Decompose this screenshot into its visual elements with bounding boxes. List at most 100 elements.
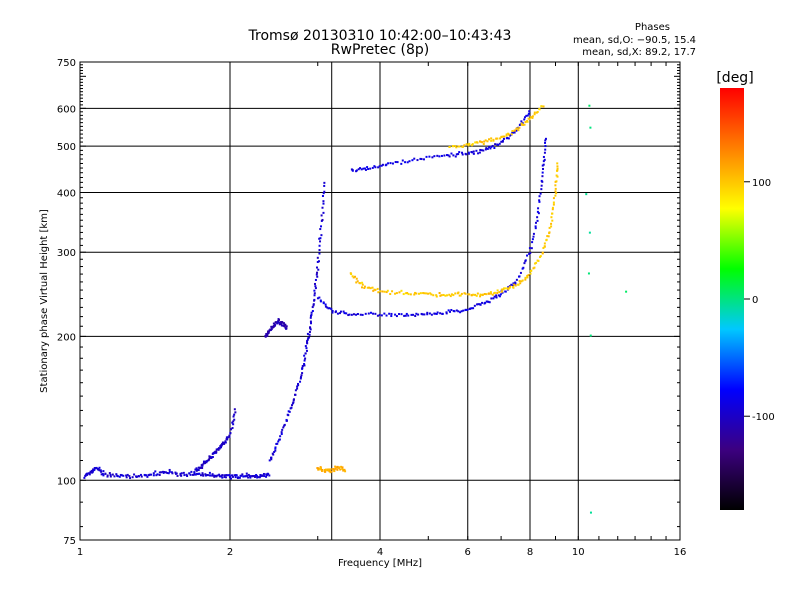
data-point	[336, 468, 339, 471]
data-point	[510, 283, 513, 286]
data-point	[407, 314, 410, 317]
data-point	[244, 475, 247, 478]
data-point	[317, 467, 320, 470]
y-tick-label: 75	[63, 536, 76, 547]
data-point	[479, 293, 482, 296]
data-point	[336, 312, 339, 315]
data-point	[547, 235, 550, 238]
data-point	[156, 473, 159, 476]
data-point	[287, 414, 290, 417]
data-point	[469, 307, 472, 310]
data-point	[500, 135, 503, 138]
data-point	[369, 311, 372, 314]
data-point	[385, 291, 388, 294]
data-point	[106, 474, 109, 477]
y-axis-label: Stationary phase Virtual Height [km]	[39, 209, 50, 393]
data-point	[492, 138, 495, 141]
data-point	[491, 293, 494, 296]
data-point	[536, 216, 539, 219]
data-point	[526, 274, 529, 277]
data-point	[247, 473, 250, 476]
data-point	[109, 475, 112, 478]
data-point	[158, 473, 161, 476]
data-point	[548, 232, 551, 235]
data-point	[232, 423, 235, 426]
data-point	[356, 313, 359, 316]
data-point	[125, 476, 128, 479]
data-point	[318, 244, 321, 247]
data-point	[316, 297, 319, 300]
data-point	[332, 468, 335, 471]
data-point	[484, 301, 487, 304]
data-point	[466, 308, 469, 311]
data-point	[441, 312, 444, 315]
data-point	[201, 472, 204, 475]
data-point	[534, 221, 537, 224]
data-point	[513, 131, 516, 134]
data-point	[101, 472, 104, 475]
data-point	[278, 323, 281, 326]
data-point	[249, 476, 252, 479]
data-point	[294, 389, 297, 392]
data-point	[213, 474, 216, 477]
colorbar-tick-label: -100	[752, 412, 775, 423]
data-point	[279, 321, 282, 324]
data-point	[428, 155, 431, 158]
data-point	[476, 141, 479, 144]
data-point	[350, 273, 353, 276]
data-point	[322, 211, 325, 214]
data-point	[535, 261, 538, 264]
data-point	[316, 260, 319, 263]
data-point	[310, 313, 313, 316]
data-point	[438, 292, 441, 295]
data-point	[512, 286, 515, 289]
y-tick-label: 100	[57, 476, 76, 487]
data-point	[374, 166, 377, 169]
data-point	[360, 168, 363, 171]
data-point	[240, 474, 243, 477]
data-point	[272, 322, 275, 325]
data-point	[552, 203, 555, 206]
data-point	[102, 470, 105, 473]
data-point	[180, 472, 183, 475]
data-point	[556, 162, 559, 165]
data-point	[442, 293, 445, 296]
data-point	[83, 476, 86, 479]
data-point	[521, 279, 524, 282]
data-point	[509, 285, 512, 288]
data-point	[281, 428, 284, 431]
data-point	[224, 440, 227, 443]
data-point	[267, 331, 270, 334]
data-point	[230, 477, 233, 480]
data-point	[395, 292, 398, 295]
data-point	[277, 320, 280, 323]
data-point	[231, 475, 234, 478]
data-point	[377, 166, 380, 169]
data-point	[194, 468, 197, 471]
data-point	[217, 448, 220, 451]
data-point	[118, 475, 121, 478]
data-point	[529, 272, 532, 275]
data-point	[116, 475, 119, 478]
data-point	[495, 137, 498, 140]
data-point	[554, 194, 557, 197]
data-point	[472, 293, 475, 296]
data-point	[366, 286, 369, 289]
data-point	[205, 460, 208, 463]
data-point	[538, 199, 541, 202]
data-point	[306, 338, 309, 341]
data-point	[450, 152, 453, 155]
data-point	[265, 333, 268, 336]
data-point	[305, 347, 308, 350]
data-point	[280, 431, 283, 434]
data-point	[381, 290, 384, 293]
data-point	[378, 165, 381, 168]
data-point	[555, 174, 558, 177]
y-tick-label: 500	[57, 142, 76, 153]
data-point	[209, 474, 212, 477]
data-point	[312, 304, 315, 307]
data-point	[385, 163, 388, 166]
data-point	[319, 228, 322, 231]
data-point	[301, 372, 304, 375]
